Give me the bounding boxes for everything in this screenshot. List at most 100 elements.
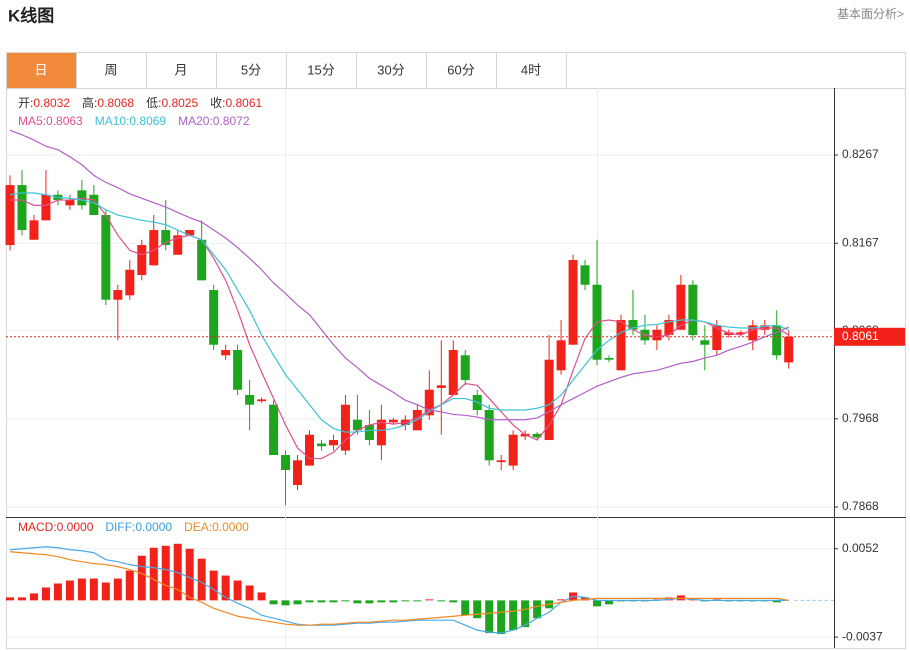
tab-label[interactable]: 周: [104, 62, 117, 77]
candle-body: [532, 433, 542, 438]
readout-label: MACD:: [18, 520, 57, 534]
tab-label[interactable]: 5分: [241, 62, 261, 77]
macd-bar: [557, 599, 566, 601]
tab-label[interactable]: 4时: [521, 62, 541, 77]
candle-body: [305, 434, 314, 466]
candle-body: [376, 419, 386, 446]
candle-body: [316, 443, 326, 447]
macd-bar: [473, 600, 482, 619]
plot-layer: 日 周 月 5分 15分 30分 60分 4时 0.8267 0.8167 0.8068 0.7968…: [5, 52, 905, 643]
readout-value: 0.8025: [161, 96, 198, 110]
candle-body: [364, 425, 374, 441]
readout-value: 0.8068: [97, 96, 134, 110]
readout-label: 高:: [82, 95, 97, 110]
candle-body: [496, 460, 506, 463]
macd-bar: [461, 600, 470, 616]
candle-body: [101, 215, 111, 300]
fundamental-link[interactable]: 基本面分析>: [837, 7, 904, 21]
candle-body: [245, 395, 255, 405]
y-tick-label: -0.0037: [842, 629, 883, 643]
last-price-box: [834, 327, 905, 346]
candle-body: [41, 194, 51, 221]
tab-label[interactable]: 月: [174, 62, 187, 77]
tab-label[interactable]: 60分: [447, 62, 474, 77]
macd-bar: [125, 570, 134, 601]
macd-bar: [221, 575, 230, 601]
macd-bar: [521, 600, 530, 628]
readout-label: MA10:: [95, 114, 130, 128]
tab[interactable]: [496, 52, 567, 89]
macd-bar: [437, 600, 446, 602]
readout-label: MA20:: [178, 114, 213, 128]
macd-bar: [113, 578, 122, 601]
y-tick-label: 0.0052: [842, 541, 879, 555]
candle-body: [221, 350, 231, 356]
candle-body: [113, 290, 123, 300]
candle-body: [628, 320, 638, 330]
macd-bar: [605, 600, 613, 605]
macd-bar: [137, 555, 146, 601]
readout-value: 0.8072: [213, 114, 250, 128]
candle-body: [544, 359, 554, 441]
readout-value: 0.8063: [46, 114, 83, 128]
candle-body: [137, 245, 147, 276]
candle-body: [448, 350, 458, 396]
candle-body: [197, 239, 207, 281]
macd-bar: [53, 583, 62, 601]
candle-body: [65, 200, 75, 206]
macd-bar: [65, 580, 74, 601]
candle-body: [784, 336, 794, 363]
macd-bar: [365, 600, 374, 604]
candle-body: [149, 230, 159, 266]
candle-body: [328, 440, 338, 446]
macd-bar: [6, 597, 14, 601]
candle-body: [233, 350, 243, 390]
macd-bar: [29, 593, 38, 601]
readout-label: 收:: [210, 96, 225, 110]
macd-bar: [353, 600, 362, 604]
macd-bar: [533, 600, 542, 619]
tab[interactable]: [6, 52, 77, 89]
candle-body: [388, 419, 398, 423]
macd-bar: [317, 600, 326, 603]
readout-label: DEA:: [184, 520, 212, 534]
macd-bar: [281, 600, 290, 606]
readout-value: 0.8069: [129, 114, 166, 128]
tab-label[interactable]: 15分: [307, 62, 334, 77]
candle-body: [17, 185, 27, 231]
macd-bar: [593, 600, 602, 607]
macd-bar: [245, 585, 254, 601]
tab-label[interactable]: 30分: [377, 62, 404, 77]
macd-bar: [197, 558, 206, 601]
tab[interactable]: [286, 52, 357, 89]
candle-body: [664, 320, 674, 336]
last-price-label: 0.8061: [842, 329, 879, 343]
candle-body: [712, 325, 722, 351]
candle-body: [676, 284, 686, 330]
macd-bar: [41, 587, 50, 601]
candle-body: [484, 410, 494, 461]
readout-value: 0.8032: [33, 96, 70, 110]
macd-bar: [209, 570, 218, 601]
candle-body: [5, 185, 15, 246]
candle-body: [257, 399, 267, 402]
macd-bar: [293, 600, 302, 605]
tab[interactable]: [426, 52, 497, 89]
macd-bar: [257, 592, 266, 601]
macd-bar: [305, 600, 314, 603]
line-diff: [9, 546, 789, 634]
tab[interactable]: [76, 52, 147, 89]
candle-body: [340, 404, 350, 451]
tab[interactable]: [356, 52, 427, 89]
candle-body: [185, 230, 195, 236]
macd-bar: [449, 600, 458, 603]
tab[interactable]: [146, 52, 217, 89]
y-tick-label: 0.8267: [842, 147, 879, 161]
tab-label[interactable]: 日: [34, 62, 47, 77]
candle-body: [556, 340, 566, 371]
candle-body: [460, 355, 470, 381]
candle-body: [209, 290, 219, 345]
candle-body: [281, 455, 291, 471]
